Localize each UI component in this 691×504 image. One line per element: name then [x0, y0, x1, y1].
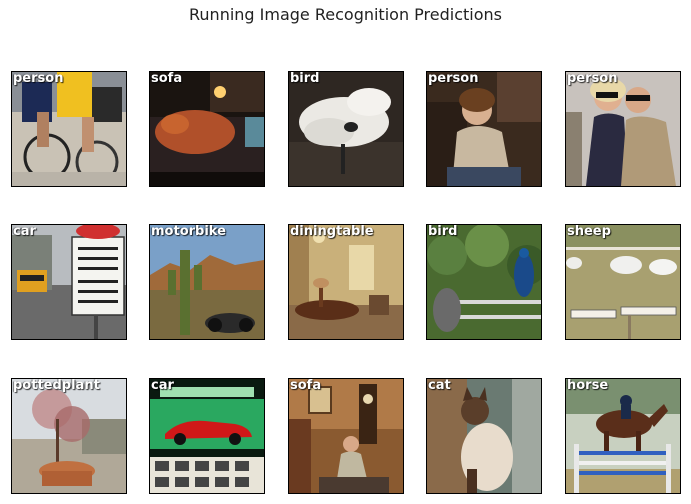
prediction-label: person: [428, 71, 479, 86]
prediction-tile: cat: [426, 378, 542, 494]
cyclists-photo: [12, 72, 126, 186]
peacock-photo: [427, 225, 541, 339]
prediction-tile: person: [11, 71, 127, 187]
red-car-ad-photo: [150, 379, 264, 493]
prediction-label: car: [13, 224, 36, 239]
sheep-field-photo: [566, 225, 680, 339]
prediction-tile: sofa: [149, 71, 265, 187]
desert-cactus-photo: [150, 225, 264, 339]
prediction-tile: car: [11, 224, 127, 340]
prediction-label: pottedplant: [13, 378, 100, 393]
prediction-tile: car: [149, 378, 265, 494]
prediction-tile: diningtable: [288, 224, 404, 340]
prediction-label: sheep: [567, 224, 611, 239]
dog-on-sofa-photo: [150, 72, 264, 186]
prediction-label: person: [567, 71, 618, 86]
prediction-label: car: [151, 378, 174, 393]
prediction-tile: sheep: [565, 224, 681, 340]
dining-room-photo: [289, 225, 403, 339]
woman-in-chair-photo: [289, 379, 403, 493]
show-jumping-photo: [566, 379, 680, 493]
prediction-tile: sofa: [288, 378, 404, 494]
prediction-tile: person: [565, 71, 681, 187]
prediction-tile: bird: [426, 224, 542, 340]
woman-in-bar-photo: [427, 72, 541, 186]
prediction-label: sofa: [151, 71, 183, 86]
prediction-label: horse: [567, 378, 609, 393]
siamese-cat-photo: [427, 379, 541, 493]
prediction-label: person: [13, 71, 64, 86]
prediction-tile: pottedplant: [11, 378, 127, 494]
figure-title: Running Image Recognition Predictions: [189, 5, 502, 24]
party-people-photo: [566, 72, 680, 186]
prediction-label: cat: [428, 378, 451, 393]
prediction-label: bird: [290, 71, 320, 86]
prediction-tile: horse: [565, 378, 681, 494]
swan-photo: [289, 72, 403, 186]
potted-tree-photo: [12, 379, 126, 493]
prediction-label: motorbike: [151, 224, 226, 239]
prediction-tile: motorbike: [149, 224, 265, 340]
prediction-tile: bird: [288, 71, 404, 187]
school-bus-sign-photo: [12, 225, 126, 339]
prediction-label: bird: [428, 224, 458, 239]
prediction-label: sofa: [290, 378, 322, 393]
prediction-label: diningtable: [290, 224, 374, 239]
prediction-tile: person: [426, 71, 542, 187]
